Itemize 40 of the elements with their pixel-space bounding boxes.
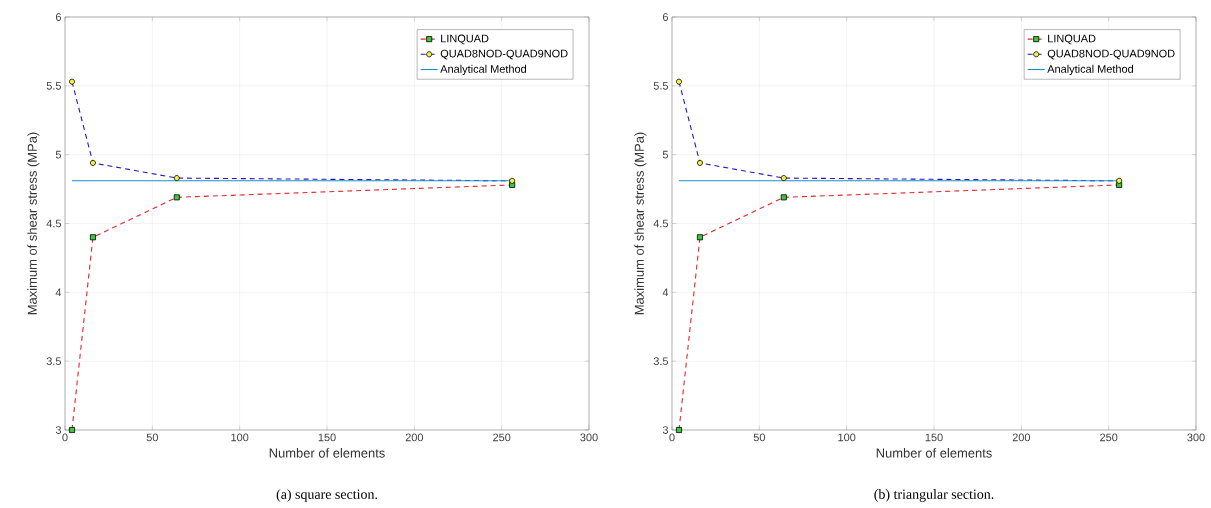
y-tick-label: 3.5: [653, 357, 669, 366]
x-tick-label: 200: [1012, 433, 1031, 442]
y-tick-label: 5.5: [653, 82, 669, 90]
y-tick-label: 3: [55, 426, 61, 434]
y-tick-label: 3: [662, 426, 668, 434]
x-axis-title: Number of elements: [269, 448, 385, 458]
x-tick-label: 50: [146, 433, 158, 442]
y-tick-label: 3.5: [46, 357, 62, 366]
y-tick-label: 4.5: [653, 219, 669, 228]
legend-label: Analytical Method: [1047, 64, 1134, 76]
legend-label: Analytical Method: [440, 64, 527, 76]
x-tick-label: 100: [838, 433, 856, 442]
x-tick-label: 0: [669, 433, 675, 442]
x-tick-label: 0: [62, 433, 68, 442]
y-tick-label: 6: [55, 13, 61, 21]
x-tick-label: 150: [925, 433, 943, 442]
x-tick-label: 50: [753, 433, 765, 442]
text: (b) triangular section.: [874, 489, 994, 502]
y-axis-title: Maximum of shear stress (MPa): [634, 132, 647, 315]
legend-label: QUAD8NOD-QUAD9NOD: [1047, 49, 1175, 60]
legend-label: LINQUAD: [1048, 34, 1096, 45]
y-tick-label: 5: [55, 150, 62, 159]
text: (a) square section.: [276, 489, 378, 502]
x-tick-label: 300: [1187, 433, 1205, 442]
y-tick-label: 5: [662, 150, 669, 159]
legend-label: LINQUAD: [441, 34, 489, 45]
x-tick-label: 250: [1100, 433, 1118, 442]
x-tick-label: 100: [231, 433, 249, 442]
x-tick-label: 250: [493, 433, 511, 442]
y-tick-label: 4.5: [46, 219, 62, 228]
y-axis-title: Maximum of shear stress (MPa): [27, 132, 40, 315]
x-tick-label: 200: [405, 433, 424, 442]
y-tick-label: 5.5: [46, 82, 62, 90]
y-tick-label: 6: [662, 13, 668, 21]
y-tick-label: 4: [55, 288, 62, 297]
x-tick-label: 300: [580, 433, 598, 442]
y-tick-label: 4: [662, 288, 669, 297]
x-axis-title: Number of elements: [876, 448, 992, 458]
legend-label: QUAD8NOD-QUAD9NOD: [440, 49, 568, 60]
x-tick-label: 150: [318, 433, 336, 442]
